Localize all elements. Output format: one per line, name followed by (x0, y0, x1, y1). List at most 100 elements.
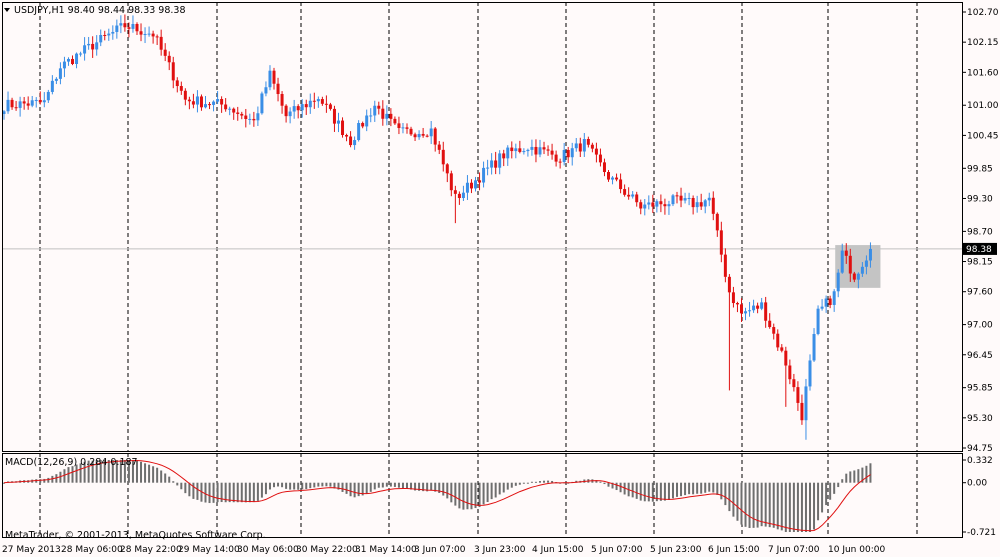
candle (598, 148, 602, 167)
candle (659, 194, 663, 213)
macd-bar (696, 482, 699, 494)
candle (760, 297, 764, 311)
candle (10, 97, 14, 110)
candle (131, 15, 135, 33)
macd-bar (776, 482, 779, 530)
candle (268, 65, 272, 91)
macd-bar (547, 480, 550, 483)
candle (856, 272, 860, 289)
candle (240, 111, 244, 120)
macd-indicator (3, 459, 872, 532)
macd-bar (135, 460, 138, 483)
macd-bar (309, 482, 312, 489)
time-tick-label: 4 Jun 15:00 (532, 545, 584, 555)
candle (764, 296, 768, 328)
macd-tick-label: 0.332 (967, 456, 993, 466)
candle (719, 221, 723, 263)
macd-bar (821, 482, 824, 513)
candle (304, 99, 308, 115)
candle (703, 199, 707, 214)
macd-bar (111, 460, 114, 483)
macd-bar (204, 482, 207, 503)
candle (514, 143, 518, 159)
macd-bar (680, 482, 683, 497)
candle (828, 295, 832, 309)
macd-bar (361, 482, 364, 496)
candle (292, 99, 296, 119)
macd-bar (434, 482, 437, 492)
candle (87, 36, 91, 50)
candle (264, 81, 268, 97)
candle (369, 108, 373, 123)
candle (627, 187, 631, 200)
candle (607, 169, 610, 182)
macd-bar (349, 482, 352, 497)
candle (494, 151, 498, 175)
macd-bar (345, 482, 348, 494)
price-tick-label: 98.15 (967, 258, 993, 268)
candle (42, 92, 46, 108)
macd-bar (478, 482, 481, 508)
macd-bar (490, 482, 493, 500)
candle (127, 22, 131, 38)
candle (752, 299, 756, 313)
macd-bar (829, 482, 832, 500)
macd-bar (724, 482, 727, 506)
candle (864, 255, 868, 275)
candle (534, 139, 538, 163)
candle (111, 25, 115, 40)
macd-title: MACD(12,26,9) 0.284 0.187 (5, 457, 138, 468)
macd-bar (853, 470, 856, 483)
macd-bar (639, 482, 642, 501)
macd-bar (127, 460, 130, 483)
candle (139, 23, 143, 42)
macd-bar (277, 482, 280, 487)
candle (469, 179, 473, 194)
time-tick-label: 3 Jun 23:00 (474, 545, 526, 555)
macd-bar (518, 482, 521, 485)
candle (224, 98, 228, 112)
candle (691, 195, 695, 215)
macd-bar (75, 464, 78, 483)
candle (353, 136, 357, 150)
candle (373, 100, 377, 122)
candle (357, 120, 361, 142)
macd-bar (655, 482, 658, 502)
candle (300, 99, 304, 118)
candle (6, 91, 10, 114)
macd-bar (180, 482, 183, 490)
candle (58, 62, 62, 85)
price-tick-label: 99.30 (967, 194, 993, 204)
price-tick-label: 97.60 (967, 288, 993, 298)
candle (643, 199, 647, 216)
candle (590, 142, 594, 153)
candle (179, 81, 183, 95)
macd-bar (401, 482, 404, 489)
macd-bar (381, 482, 384, 488)
candle (558, 158, 562, 169)
macd-bar (317, 482, 320, 487)
macd-bar (410, 482, 413, 490)
candle (256, 106, 260, 126)
candle (54, 77, 58, 85)
macd-bar (647, 482, 650, 502)
macd-bar (869, 463, 872, 483)
candle (71, 55, 75, 66)
candle (159, 29, 163, 56)
candle (22, 97, 26, 110)
macd-bar (631, 482, 634, 498)
macd-bar (784, 482, 787, 532)
macd-bar (337, 482, 340, 490)
macd-bar (192, 482, 195, 499)
macd-bar (414, 482, 417, 491)
macd-bar (667, 482, 670, 500)
candle (848, 248, 852, 282)
triangle-down-icon[interactable] (4, 8, 10, 12)
candle (280, 91, 284, 114)
macd-bar (804, 482, 807, 532)
candle (46, 89, 50, 103)
macd-bar (736, 482, 739, 521)
candle (433, 127, 437, 152)
macd-bar (454, 482, 457, 506)
